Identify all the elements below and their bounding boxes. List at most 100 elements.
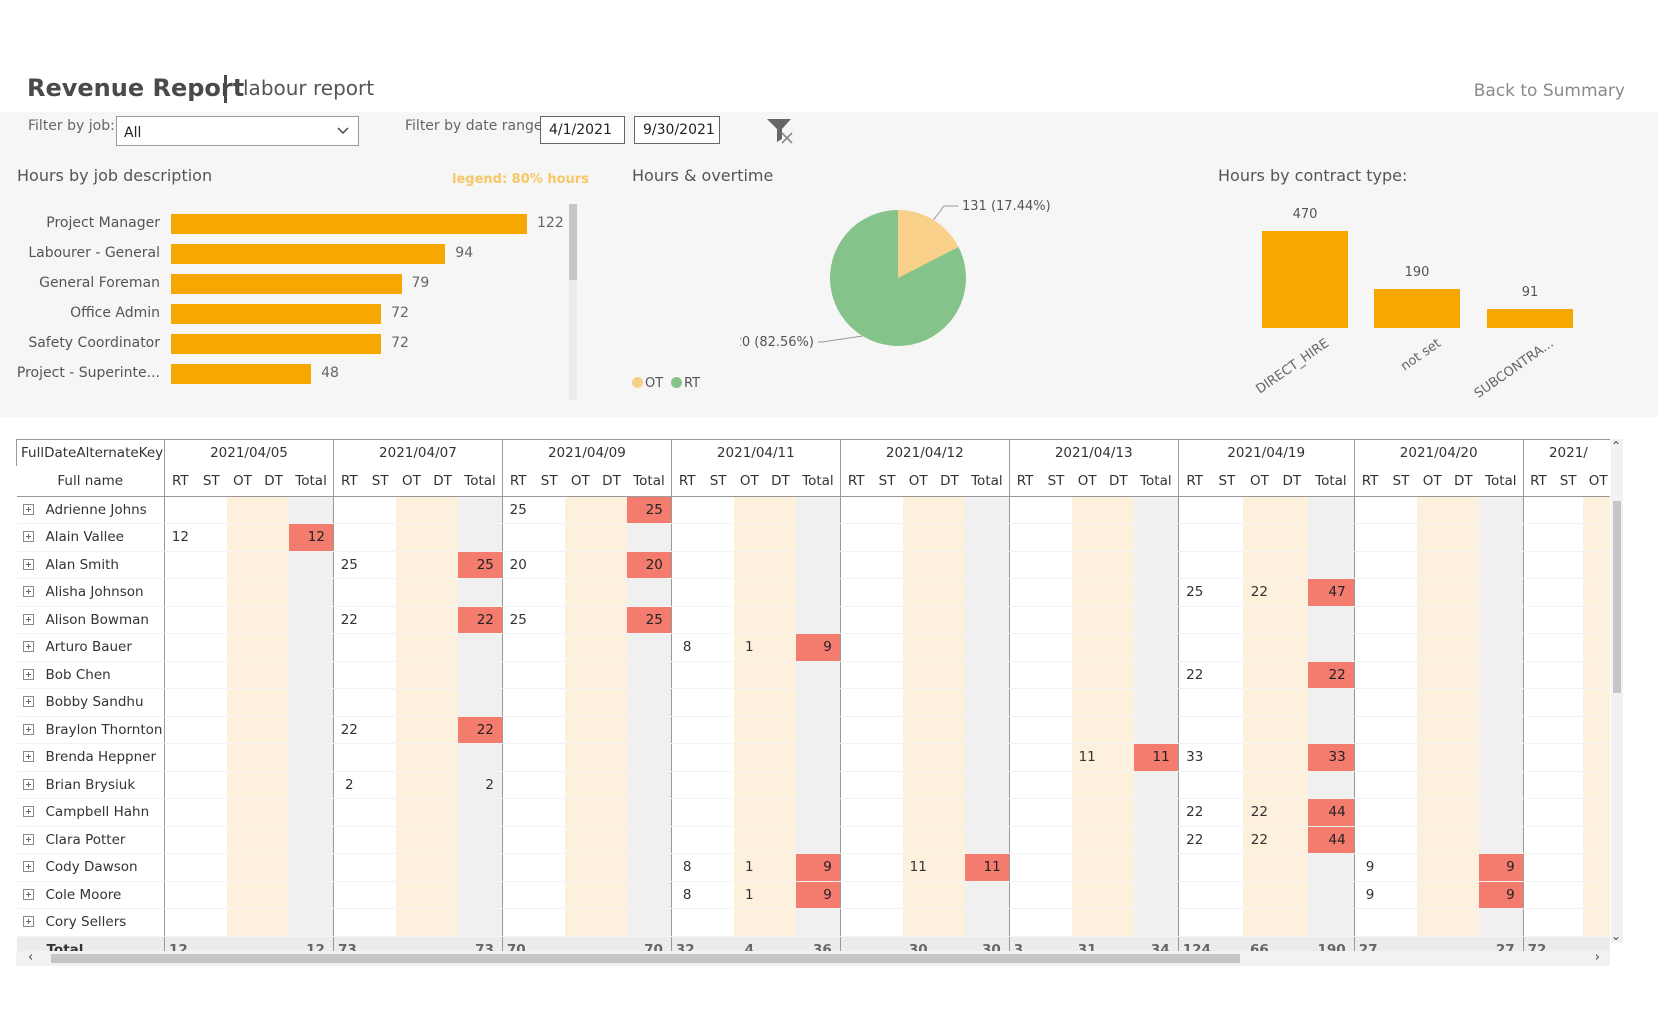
matrix-cell[interactable] [458,853,503,882]
matrix-cell[interactable] [796,661,841,689]
matrix-cell[interactable] [764,716,797,744]
matrix-cell[interactable] [1385,606,1417,634]
matrix-cell[interactable] [1583,826,1610,854]
table-row[interactable]: Cody Dawson 8 1 9 11 11 9 9 [16,853,1610,882]
matrix-cell[interactable] [1008,908,1041,937]
matrix-cell[interactable] [1040,496,1072,524]
matrix-cell[interactable] [595,633,628,662]
matrix-cell[interactable] [1416,523,1448,552]
expand-plus-icon[interactable] [22,558,34,570]
matrix-cell[interactable] [1522,881,1554,909]
matrix-cell[interactable] [1478,908,1524,937]
clear-filter-icon[interactable] [766,117,794,145]
matrix-cell[interactable] [533,826,565,854]
matrix-cell[interactable] [426,688,459,717]
matrix-cell[interactable] [933,688,965,717]
matrix-cell[interactable] [1102,496,1134,524]
matrix-cell[interactable] [1008,688,1041,717]
matrix-cell[interactable] [1553,633,1584,662]
matrix-cell[interactable] [1243,606,1276,634]
matrix-cell[interactable] [195,633,227,662]
hour-type-header[interactable]: Total [289,466,334,497]
matrix-cell[interactable] [1385,743,1417,772]
matrix-cell[interactable] [595,881,628,909]
matrix-cell[interactable] [195,688,227,717]
matrix-cell[interactable] [1275,853,1309,882]
matrix-cell[interactable] [595,743,628,772]
matrix-cell[interactable] [1040,633,1072,662]
matrix-cell[interactable] [902,523,934,552]
matrix-cell[interactable] [733,688,765,717]
matrix-cell[interactable] [1040,688,1072,717]
matrix-cell[interactable] [1553,826,1584,854]
matrix-cell[interactable] [871,523,903,552]
matrix-cell[interactable] [564,826,596,854]
matrix-cell[interactable] [1008,551,1041,579]
matrix-cell[interactable] [1583,798,1610,827]
matrix-cell[interactable] [364,578,396,607]
matrix-cell[interactable] [595,798,628,827]
matrix-cell[interactable] [1133,496,1179,524]
matrix-cell[interactable] [933,798,965,827]
job-bar[interactable] [171,334,382,354]
matrix-cell[interactable] [1177,496,1211,524]
date-column-header[interactable]: 2021/ [1522,440,1610,466]
matrix-cell[interactable] [1478,551,1524,579]
matrix-cell[interactable] [1522,771,1554,799]
matrix-cell[interactable] [1275,606,1309,634]
matrix-cell[interactable] [226,716,259,744]
matrix-cell[interactable] [1275,798,1309,827]
matrix-cell[interactable] [1353,908,1386,937]
matrix-cell[interactable] [1385,716,1417,744]
matrix-cell[interactable] [1447,551,1479,579]
matrix-cell[interactable] [733,798,765,827]
matrix-cell[interactable] [426,578,459,607]
matrix-cell[interactable] [564,771,596,799]
matrix-cell[interactable] [1177,551,1211,579]
employee-name-cell[interactable]: Braylon Thornton [16,716,165,744]
matrix-cell[interactable] [533,853,565,882]
matrix-cell[interactable] [733,606,765,634]
matrix-cell[interactable] [933,496,965,524]
matrix-cell[interactable] [1102,826,1134,854]
matrix-cell[interactable]: 8 [670,881,703,909]
matrix-cell[interactable] [258,551,290,579]
matrix-cell[interactable] [1522,578,1554,607]
matrix-cell[interactable] [1008,798,1041,827]
matrix-cell[interactable] [458,523,503,552]
date-to-input[interactable]: 9/30/2021 [634,116,720,144]
expand-plus-icon[interactable] [22,503,34,515]
matrix-cell[interactable] [933,826,965,854]
matrix-cell[interactable] [364,908,396,937]
matrix-cell[interactable] [533,688,565,717]
matrix-cell[interactable] [733,578,765,607]
matrix-cell[interactable] [733,826,765,854]
matrix-cell[interactable] [1177,908,1211,937]
matrix-cell[interactable] [1008,853,1041,882]
matrix-cell[interactable] [595,908,628,937]
hour-type-header[interactable]: Total [965,466,1010,497]
matrix-cell[interactable] [1133,771,1179,799]
matrix-cell[interactable] [1040,798,1072,827]
matrix-cell[interactable] [1210,771,1244,799]
job-bar[interactable] [171,364,312,384]
matrix-cell[interactable] [1308,688,1355,717]
employee-name-cell[interactable]: Cole Moore [16,881,165,909]
matrix-cell[interactable] [839,661,872,689]
matrix-cell[interactable] [1416,881,1448,909]
matrix-cell[interactable] [1447,881,1479,909]
matrix-cell[interactable] [871,606,903,634]
matrix-cell[interactable] [258,606,290,634]
expand-plus-icon[interactable] [22,751,34,763]
matrix-cell[interactable] [1308,881,1355,909]
matrix-cell[interactable] [1583,716,1610,744]
matrix-cell[interactable] [1210,688,1244,717]
matrix-cell[interactable] [933,771,965,799]
matrix-cell[interactable] [289,826,334,854]
matrix-cell[interactable] [839,551,872,579]
matrix-cell[interactable] [1133,826,1179,854]
matrix-cell[interactable] [1308,771,1355,799]
matrix-cell[interactable] [364,661,396,689]
matrix-cell[interactable]: 9 [1353,881,1386,909]
matrix-cell[interactable] [564,853,596,882]
